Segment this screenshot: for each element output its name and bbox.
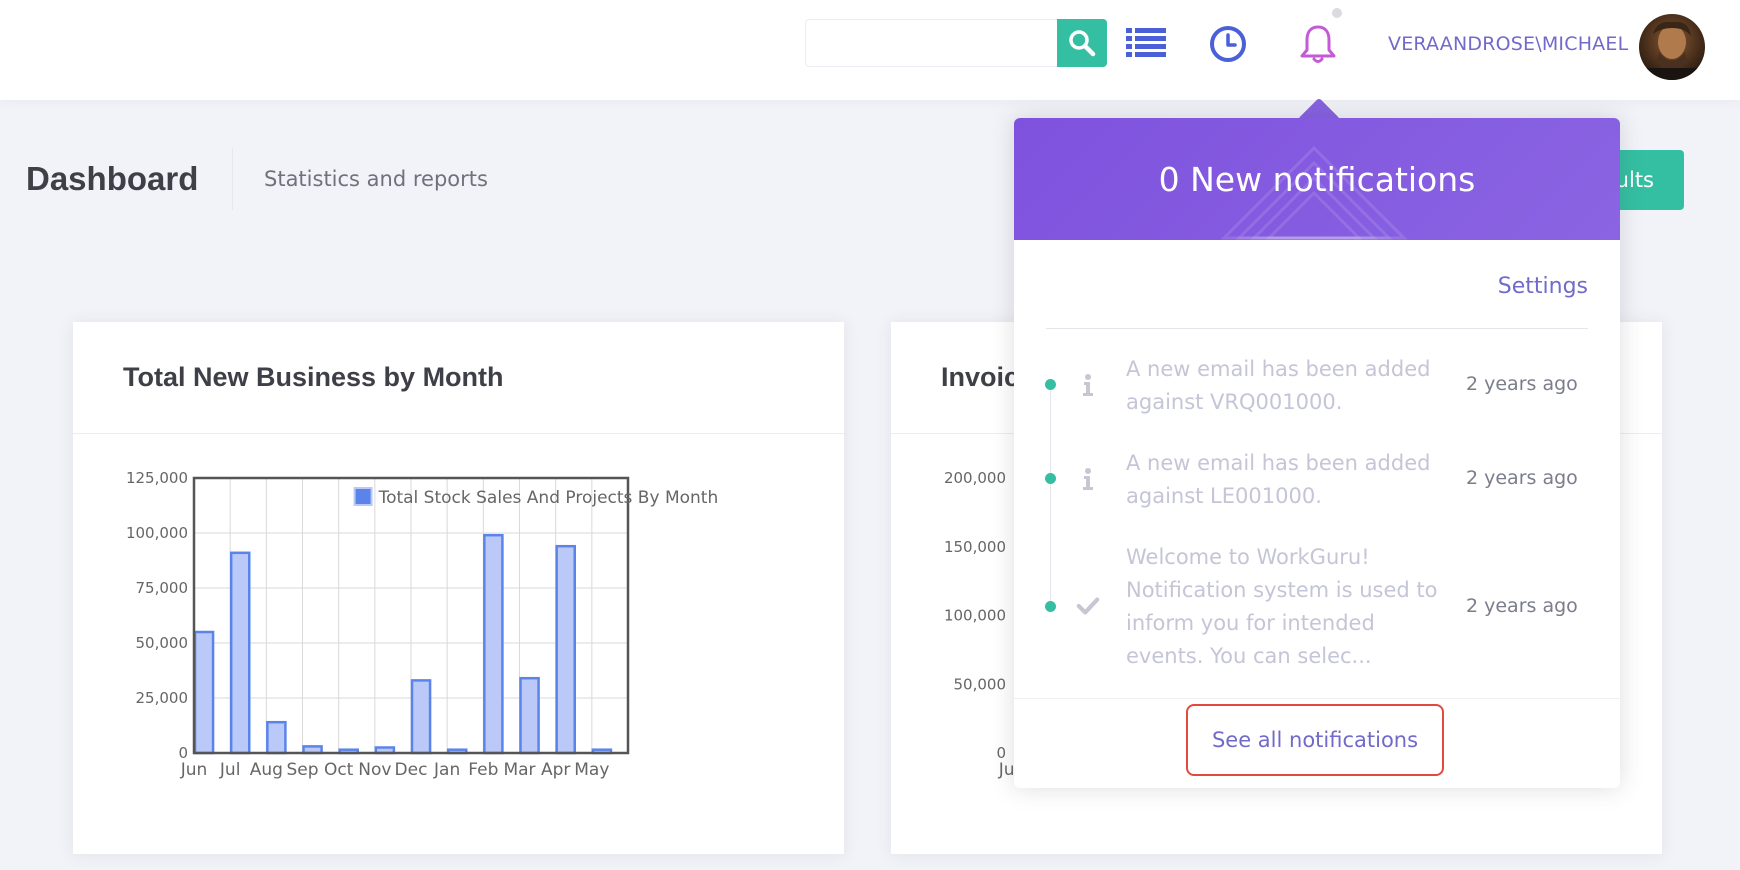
y-tick-label: 125,000 — [126, 469, 188, 487]
search-input[interactable] — [805, 19, 1057, 67]
legend-label: Total Stock Sales And Projects By Month — [378, 488, 719, 508]
info-icon — [1076, 467, 1100, 491]
title-separator — [232, 148, 233, 210]
y-tick-label: 100,000 — [944, 607, 1006, 625]
search-icon — [1069, 30, 1096, 57]
notification-time: 2 years ago — [1466, 373, 1578, 395]
x-tick-label: Dec — [395, 760, 428, 780]
notification-text: A new email has been added against VRQ00… — [1126, 357, 1431, 414]
notifications-title: 0 New notifications — [1158, 159, 1476, 199]
y-tick-label: 50,000 — [136, 634, 189, 652]
bar[interactable] — [519, 676, 540, 755]
top-header: VERAANDROSE\MICHAEL — [0, 0, 1740, 100]
y-tick-label: 50,000 — [954, 675, 1007, 693]
x-tick-label: Jul — [219, 760, 241, 780]
y-tick-label: 75,000 — [136, 579, 189, 597]
footer-divider — [1014, 698, 1620, 699]
see-all-notifications-link[interactable]: See all notifications — [1186, 704, 1444, 776]
notifications-settings-link[interactable]: Settings — [1497, 274, 1588, 299]
clock-icon — [1210, 26, 1246, 62]
y-tick-label: 150,000 — [944, 538, 1006, 556]
x-tick-label: Oct — [324, 760, 354, 780]
check-icon — [1076, 594, 1100, 618]
username-link[interactable]: VERAANDROSE\MICHAEL — [1388, 33, 1629, 55]
plot-border — [192, 476, 630, 755]
header-background-pattern — [1220, 145, 1408, 240]
y-tick-label: 0 — [178, 744, 188, 762]
list-icon — [1126, 28, 1166, 57]
notification-text: A new email has been added against LE001… — [1126, 451, 1431, 508]
bar-chart: 0 25,000 50,000 75,000 100,000 125,000 Jun Jul A… — [126, 469, 719, 780]
portlet-title: Invoic — [941, 362, 1020, 392]
notification-time: 2 years ago — [1466, 595, 1578, 617]
legend-swatch — [353, 487, 373, 506]
x-tick-label: Jan — [433, 760, 460, 780]
clock-button[interactable] — [1206, 22, 1250, 66]
x-tick-label: May — [574, 760, 609, 780]
notifications-header: 0 New notifications — [1014, 118, 1620, 240]
x-tick-label: Apr — [541, 760, 570, 780]
x-tick-label: Feb — [468, 760, 498, 780]
list-button[interactable] — [1124, 22, 1168, 66]
bar[interactable] — [193, 630, 215, 755]
notifications-dropdown: 0 New notifications Settings A new email… — [1014, 118, 1620, 788]
x-tick-label: Aug — [250, 760, 283, 780]
search-bar — [805, 19, 1107, 67]
portlet-header: Total New Business by Month — [73, 322, 844, 434]
bar[interactable] — [483, 533, 504, 755]
avatar[interactable] — [1639, 14, 1705, 80]
bell-badge — [1332, 8, 1342, 18]
bar[interactable] — [555, 544, 576, 755]
bar[interactable] — [229, 551, 251, 755]
x-tick-label: Jun — [180, 760, 208, 780]
y-tick-label: 100,000 — [126, 524, 188, 542]
timeline-dot — [1045, 601, 1056, 612]
y-tick-label: 25,000 — [136, 689, 189, 707]
notification-time: 2 years ago — [1466, 467, 1578, 489]
x-tick-label: Mar — [503, 760, 535, 780]
portlet-total-new-business: Total New Business by Month 0 25,000 50,00… — [73, 322, 844, 854]
bar[interactable] — [266, 720, 287, 755]
y-tick-label: 200,000 — [944, 469, 1006, 487]
portlet-title: Total New Business by Month — [123, 362, 504, 392]
x-tick-label: Sep — [286, 760, 318, 780]
search-button[interactable] — [1057, 19, 1107, 67]
timeline-dot — [1045, 379, 1056, 390]
bar[interactable] — [410, 679, 432, 755]
divider — [1046, 328, 1588, 329]
timeline-dot — [1045, 473, 1056, 484]
info-icon — [1076, 373, 1100, 397]
bell-icon — [1300, 25, 1336, 63]
page-title: Dashboard — [26, 160, 199, 197]
notifications-button[interactable] — [1296, 22, 1340, 66]
timeline-line — [1050, 383, 1051, 601]
page-subtitle: Statistics and reports — [264, 167, 488, 191]
x-tick-label: Nov — [358, 760, 391, 780]
user-avatar-image — [1639, 14, 1705, 80]
notification-text: Welcome to WorkGuru! Notification system… — [1126, 545, 1438, 668]
y-tick-label: 0 — [996, 744, 1006, 762]
